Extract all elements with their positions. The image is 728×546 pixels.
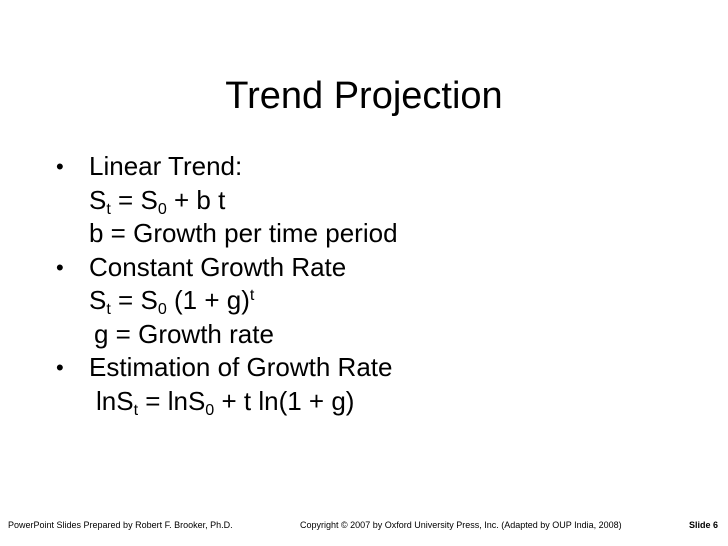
slide-footer: PowerPoint Slides Prepared by Robert F. … [0, 517, 728, 533]
estimation-formula: lnSt = lnS0 + t ln(1 + g) [96, 385, 355, 419]
copyright-icon: © [341, 520, 348, 530]
bullet-icon: • [56, 355, 64, 380]
bullet-item-estimation: • Estimation of Growth Rate [56, 351, 696, 385]
bullet-heading: Estimation of Growth Rate [89, 352, 393, 382]
slide-title: Trend Projection [225, 75, 503, 117]
footer-author: PowerPoint Slides Prepared by Robert F. … [8, 520, 233, 530]
slide-content: • Linear Trend: St = S0 + b t b = Growth… [56, 150, 696, 418]
linear-trend-formula: St = S0 + b t [89, 184, 226, 218]
constant-growth-formula: St = S0 (1 + g)t [89, 285, 255, 319]
bullet-heading: Constant Growth Rate [89, 251, 347, 282]
bullet-icon: • [56, 254, 64, 280]
constant-growth-description: g = Growth rate [94, 318, 274, 349]
slide-number: Slide 6 [688, 520, 718, 530]
bullet-item-constant-growth: • Constant Growth Rate [56, 251, 696, 285]
linear-trend-description: b = Growth per time period [89, 218, 398, 248]
footer-copyright: Copyright © 2007 by Oxford University Pr… [300, 520, 622, 530]
bullet-heading: Linear Trend: [89, 151, 243, 181]
bullet-icon: • [56, 154, 64, 179]
bullet-item-linear-trend: • Linear Trend: [56, 150, 696, 184]
